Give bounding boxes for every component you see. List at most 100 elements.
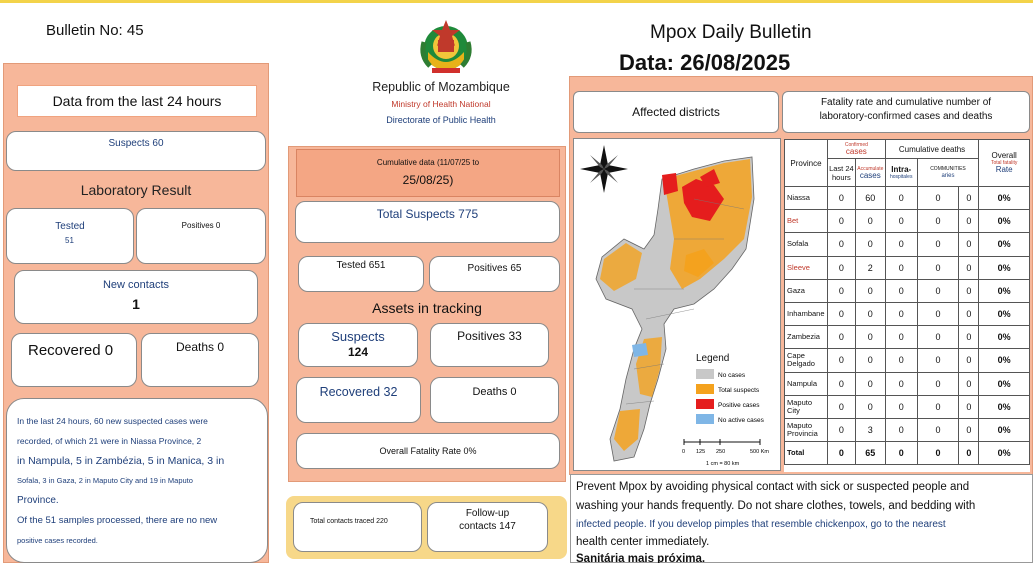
fatality-info-line1: Fatality rate and cumulative number of <box>820 97 992 108</box>
table-cell: 0 <box>884 348 918 373</box>
table-cell: 0 <box>958 325 980 350</box>
prevention-line-5: Sanitária mais próxima. <box>576 553 706 563</box>
table-cell: 0 <box>826 371 856 396</box>
tracking-recovered-card: Recovered 32 <box>296 377 421 423</box>
province-name: Cape Delgado <box>784 348 828 373</box>
table-row: Cape Delgado 0 0 0 0 0 0% <box>784 348 1030 373</box>
recovered-24h-card: Recovered 0 <box>11 333 137 387</box>
summary-line-7: positive cases recorded. <box>17 536 98 545</box>
last-24h-header: Data from the last 24 hours <box>17 85 257 117</box>
recovered-24h-label: Recovered 0 <box>28 342 114 359</box>
table-cell: 0% <box>978 255 1030 280</box>
province-name: Bet <box>784 209 828 234</box>
contacts-traced-card: Total contacts traced 220 <box>293 502 422 552</box>
followup-contacts-card: Follow-up contacts 147 <box>427 502 548 552</box>
legend-swatch <box>696 369 714 379</box>
province-name: Maputo City <box>784 394 828 419</box>
affected-districts-label: Affected districts <box>632 105 720 119</box>
table-cell: 0 <box>826 278 856 303</box>
fatality-info-card: Fatality rate and cumulative number of l… <box>782 91 1030 133</box>
prevention-message: Prevent Mpox by avoiding physical contac… <box>570 474 1033 563</box>
table-cell: 0 <box>884 325 918 350</box>
table-row: Sleeve 0 2 0 0 0 0% <box>784 255 1030 280</box>
table-cell: 0 <box>826 394 856 419</box>
summary-line-3: in Nampula, 5 in Zambézia, 5 in Manica, … <box>17 455 225 467</box>
table-cell: 0% <box>978 232 1030 257</box>
cumulative-header-line2: 25/08/25) <box>402 173 454 187</box>
prevention-line-3: infected people. If you develop pimples … <box>576 519 946 530</box>
table-row: Total 0 65 0 0 0 0% <box>784 441 1030 466</box>
province-table: Province Confirmed cases Cumulative deat… <box>784 139 1030 466</box>
table-cell: 0 <box>854 325 886 350</box>
table-cell: 0 <box>916 371 960 396</box>
cumulative-header-line1: Cumulative data (11/07/25 to <box>376 158 480 167</box>
table-cell: 0% <box>978 348 1030 373</box>
scale-bar: 0 125 250 500 Km 1 cm = 80 km <box>682 439 769 467</box>
table-cell: 0 <box>884 394 918 419</box>
table-cell: 0 <box>826 348 856 373</box>
prevention-line-2: washing your hands frequently. Do not sh… <box>576 500 976 512</box>
positives-24h-card: Positives 0 <box>136 208 266 264</box>
header-hospitals-small: hospitales <box>889 173 913 180</box>
map-svg: Legend No cases Total suspects Positive ca… <box>580 145 769 467</box>
header-communities: COMMUNITIES aries <box>916 158 980 187</box>
table-cell: 0% <box>978 301 1030 327</box>
tracking-positives-card: Positives 33 <box>430 323 549 367</box>
header-overall: Overall Total fatality Rate <box>978 139 1030 187</box>
table-row: Maputo Provincia 0 3 0 0 0 0% <box>784 417 1030 443</box>
table-cell: 0 <box>884 301 918 327</box>
table-cell: 0 <box>916 325 960 350</box>
summary-line-1: In the last 24 hours, 60 new suspected c… <box>17 416 208 426</box>
header-total-fatality-small: Total fatality <box>990 160 1018 166</box>
table-cell: 0 <box>958 255 980 280</box>
positives-cumulative-label: Positives 65 <box>467 263 522 274</box>
tested-cumulative-card: Tested 651 <box>298 256 424 292</box>
header-communities-small: COMMUNITIES <box>930 165 966 172</box>
contacts-traced-label: Total contacts traced 220 <box>310 518 388 525</box>
legend-label: Positive cases <box>718 402 760 409</box>
header-intra-label: Intra- <box>891 164 912 174</box>
new-contacts-card: New contacts 1 <box>14 270 258 324</box>
province-name: Total <box>784 441 828 466</box>
header-confirmed: Confirmed cases <box>826 139 886 159</box>
table-cell: 0 <box>916 232 960 257</box>
table-cell: 0% <box>978 394 1030 419</box>
table-cell: 0 <box>958 232 980 257</box>
table-cell: 0 <box>826 441 856 466</box>
tracking-recovered-label: Recovered 32 <box>319 385 398 399</box>
deaths-24h-label: Deaths 0 <box>175 340 225 354</box>
tested-24h-value: 51 <box>65 236 74 245</box>
table-row: Sofala 0 0 0 0 0 0% <box>784 232 1030 257</box>
table-cell: 0% <box>978 441 1030 466</box>
table-cell: 0 <box>826 301 856 327</box>
table-cell: 0 <box>884 232 918 257</box>
province-table-wrap: Province Confirmed cases Cumulative deat… <box>784 139 1030 472</box>
deaths-24h-card: Deaths 0 <box>141 333 259 387</box>
legend-label: No cases <box>718 372 746 379</box>
tested-24h-card: Tested 51 <box>6 208 134 264</box>
table-row: Bet 0 0 0 0 0 0% <box>784 209 1030 234</box>
table-cell: 0 <box>958 185 980 211</box>
table-cell: 0 <box>826 255 856 280</box>
header-province: Province <box>784 139 828 187</box>
district-map: Legend No cases Total suspects Positive ca… <box>573 138 781 471</box>
legend-title: Legend <box>696 353 729 364</box>
table-cell: 0 <box>826 417 856 443</box>
table-cell: 0 <box>854 209 886 234</box>
republic-title: Republic of Mozambique <box>372 80 510 94</box>
tracking-suspects-value: 124 <box>347 345 369 359</box>
tracking-suspects-label: Suspects <box>331 329 385 344</box>
table-cell: 0 <box>958 394 980 419</box>
summary-card: In the last 24 hours, 60 new suspected c… <box>6 398 268 563</box>
new-contacts-label: New contacts <box>102 279 170 291</box>
table-cell: 0 <box>826 185 856 211</box>
legend-label: Total suspects <box>718 387 760 394</box>
affected-districts-card: Affected districts <box>573 91 779 133</box>
header-last24: Last 24 hours <box>826 158 856 187</box>
table-cell: 0 <box>958 371 980 396</box>
province-name: Zambezia <box>784 325 828 350</box>
header-cases2: cases <box>859 170 881 180</box>
table-row: Niassa 0 60 0 0 0 0% <box>784 185 1030 211</box>
province-table-body: Niassa 0 60 0 0 0 0% Bet 0 0 0 0 0 0% Sofala 0 0 0 0 0 0% Sle… <box>784 185 1030 466</box>
table-cell: 0 <box>854 371 886 396</box>
